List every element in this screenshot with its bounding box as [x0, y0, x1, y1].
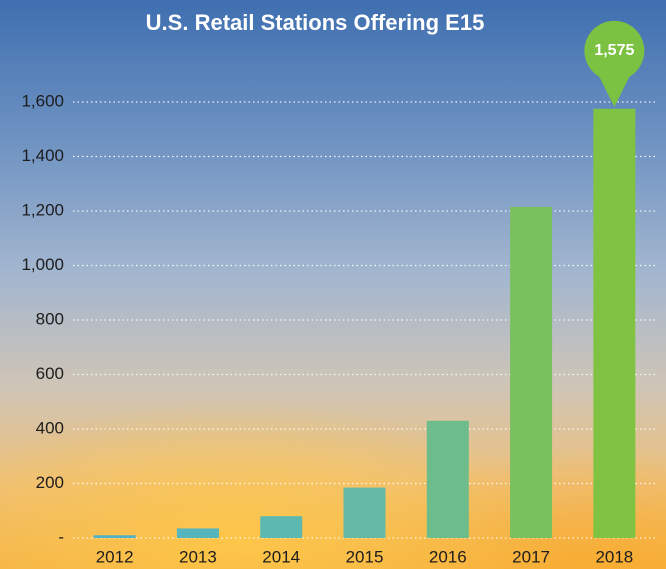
x-tick-label: 2013 — [179, 547, 217, 566]
y-tick-label: 1,000 — [21, 255, 64, 274]
y-tick-label: 200 — [36, 473, 64, 492]
y-tick-label: - — [58, 527, 64, 546]
y-tick-label: 800 — [36, 309, 64, 328]
bar — [426, 420, 469, 538]
y-tick-label: 600 — [36, 364, 64, 383]
y-tick-label: 1,400 — [21, 146, 64, 165]
bar — [260, 516, 303, 538]
bar — [93, 535, 136, 538]
y-tick-label: 1,600 — [21, 91, 64, 110]
value-label-pin — [584, 20, 645, 107]
y-tick-label: 400 — [36, 418, 64, 437]
bar — [176, 528, 219, 538]
value-label: 1,575 — [594, 42, 634, 59]
x-tick-label: 2018 — [595, 547, 633, 566]
x-tick-label: 2017 — [512, 547, 550, 566]
y-tick-label: 1,200 — [21, 200, 64, 219]
bar — [510, 206, 553, 538]
x-tick-label: 2014 — [262, 547, 300, 566]
x-tick-label: 2015 — [346, 547, 384, 566]
bar — [343, 487, 386, 538]
x-tick-label: 2016 — [429, 547, 467, 566]
x-tick-label: 2012 — [96, 547, 134, 566]
bar — [593, 108, 636, 538]
chart-title: U.S. Retail Stations Offering E15 — [146, 10, 485, 35]
